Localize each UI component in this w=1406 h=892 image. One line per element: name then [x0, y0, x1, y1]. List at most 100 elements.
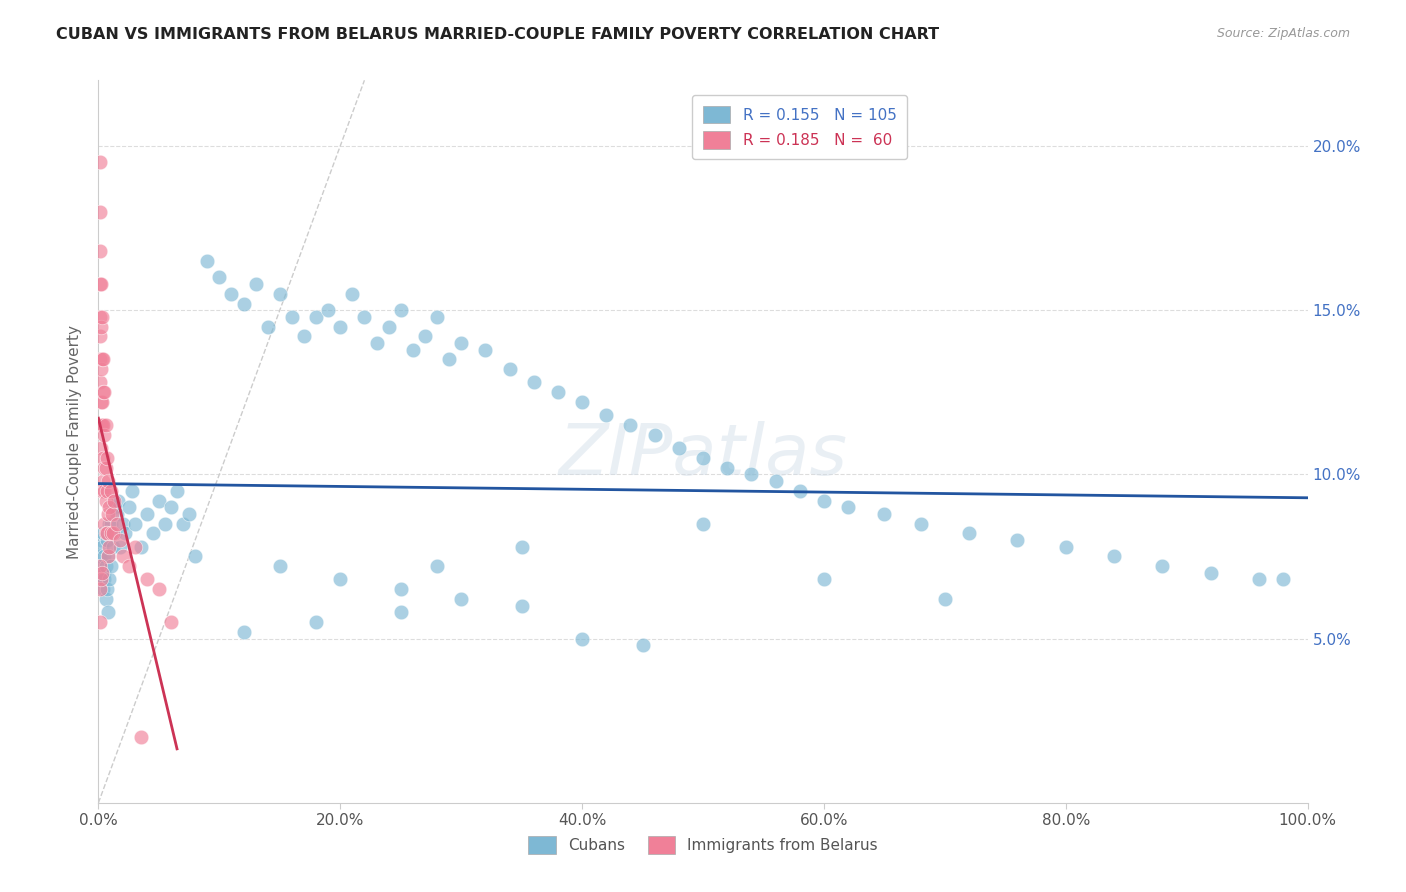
Point — [90, 362, 112, 376]
Point — [118, 559, 141, 574]
Point — [292, 329, 315, 343]
Point — [208, 270, 231, 285]
Point — [104, 526, 127, 541]
Point — [89, 310, 111, 324]
Point — [100, 559, 122, 574]
Point — [90, 566, 112, 580]
Point — [124, 516, 146, 531]
Point — [631, 638, 654, 652]
Point — [740, 467, 762, 482]
Point — [91, 385, 114, 400]
Point — [91, 395, 114, 409]
Point — [124, 540, 146, 554]
Point — [91, 352, 114, 367]
Point — [91, 566, 114, 580]
Point — [89, 582, 111, 597]
Point — [142, 526, 165, 541]
Point — [94, 460, 117, 475]
Point — [153, 516, 176, 531]
Point — [716, 460, 738, 475]
Point — [160, 500, 183, 515]
Point — [105, 507, 128, 521]
Point — [91, 418, 114, 433]
Point — [873, 507, 896, 521]
Point — [342, 286, 364, 301]
Point — [101, 540, 124, 554]
Point — [91, 582, 114, 597]
Point — [813, 493, 835, 508]
Point — [957, 526, 980, 541]
Point — [644, 428, 666, 442]
Point — [510, 599, 533, 613]
Point — [184, 549, 207, 564]
Point — [90, 573, 112, 587]
Point — [450, 592, 472, 607]
Point — [595, 409, 617, 423]
Point — [135, 507, 157, 521]
Point — [305, 615, 328, 630]
Point — [89, 204, 111, 219]
Legend: Cubans, Immigrants from Belarus: Cubans, Immigrants from Belarus — [522, 830, 884, 860]
Point — [89, 244, 111, 258]
Point — [100, 526, 122, 541]
Point — [93, 385, 115, 400]
Point — [90, 395, 112, 409]
Point — [108, 533, 131, 547]
Point — [329, 319, 352, 334]
Point — [91, 310, 114, 324]
Point — [111, 549, 134, 564]
Point — [91, 474, 114, 488]
Point — [100, 483, 122, 498]
Point — [547, 385, 569, 400]
Point — [90, 533, 112, 547]
Point — [93, 573, 115, 587]
Point — [789, 483, 811, 498]
Y-axis label: Married-Couple Family Poverty: Married-Couple Family Poverty — [67, 325, 83, 558]
Point — [129, 540, 152, 554]
Point — [813, 573, 835, 587]
Point — [89, 352, 111, 367]
Point — [111, 516, 134, 531]
Point — [305, 310, 328, 324]
Point — [837, 500, 859, 515]
Point — [97, 549, 120, 564]
Point — [96, 533, 118, 547]
Point — [89, 549, 111, 564]
Point — [910, 516, 932, 531]
Point — [166, 483, 188, 498]
Point — [232, 296, 254, 310]
Point — [668, 441, 690, 455]
Point — [91, 418, 114, 433]
Text: CUBAN VS IMMIGRANTS FROM BELARUS MARRIED-COUPLE FAMILY POVERTY CORRELATION CHART: CUBAN VS IMMIGRANTS FROM BELARUS MARRIED… — [56, 27, 939, 42]
Point — [1249, 573, 1271, 587]
Point — [94, 559, 117, 574]
Point — [269, 559, 291, 574]
Point — [94, 418, 117, 433]
Point — [316, 303, 339, 318]
Point — [93, 516, 115, 531]
Point — [148, 493, 170, 508]
Point — [474, 343, 496, 357]
Point — [402, 343, 425, 357]
Point — [523, 376, 546, 390]
Point — [90, 277, 112, 291]
Point — [692, 516, 714, 531]
Point — [89, 376, 111, 390]
Point — [160, 615, 183, 630]
Point — [89, 615, 111, 630]
Point — [91, 526, 114, 541]
Point — [97, 549, 120, 564]
Point — [179, 507, 201, 521]
Point — [108, 540, 131, 554]
Point — [232, 625, 254, 640]
Point — [96, 582, 118, 597]
Point — [121, 483, 143, 498]
Point — [91, 559, 114, 574]
Point — [389, 303, 412, 318]
Point — [98, 540, 121, 554]
Point — [91, 450, 114, 465]
Point — [118, 500, 141, 515]
Point — [94, 592, 117, 607]
Point — [100, 516, 122, 531]
Point — [129, 730, 152, 744]
